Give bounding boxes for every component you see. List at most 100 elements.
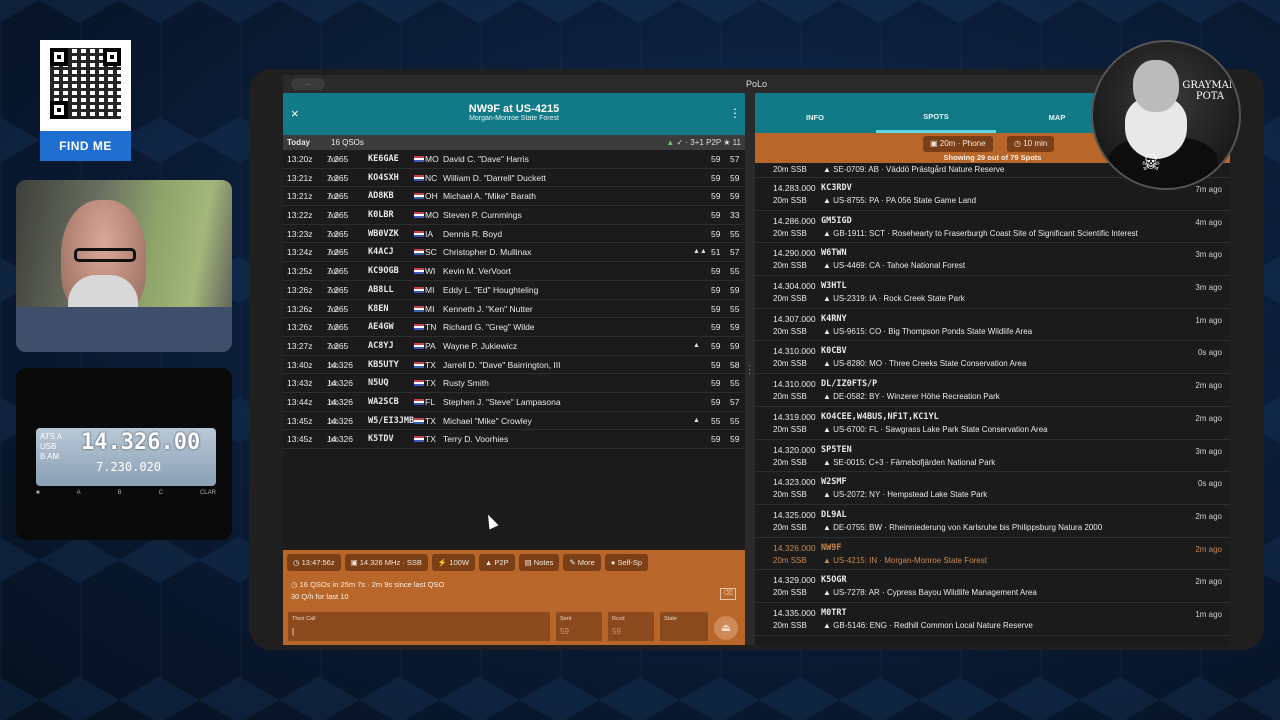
spot-row[interactable]: 14.310.000 DL/IZ0FTS/P 2m ago 20m SSB ▲ DE-0… bbox=[755, 374, 1230, 407]
spot-count: Showing 29 out of 79 Spots bbox=[943, 153, 1042, 162]
qso-row[interactable]: 13:40z 14.326.000 KB5UTY TX Jarrell D. "Dave… bbox=[283, 356, 745, 375]
power-chip[interactable]: ⚡ 100W bbox=[431, 554, 475, 571]
self-spot-chip[interactable]: ● Self-Sp bbox=[604, 554, 649, 571]
tab-spots[interactable]: SPOTS bbox=[876, 93, 996, 133]
their-call-field[interactable]: Their Call | bbox=[288, 612, 550, 641]
sent-rst-field[interactable]: Sent 59 bbox=[556, 612, 602, 641]
qso-row[interactable]: 13:23z 7.265.000 WB0VZK IA Dennis R. Boyd 59 5… bbox=[283, 225, 745, 244]
spot-line2: 20m SSB ▲ US-2319: IA · Rock Creek State … bbox=[773, 294, 965, 303]
qso-rst-sent: 59 bbox=[711, 172, 721, 183]
spot-row[interactable]: 14.335.000 M0TRT 1m ago 20m SSB ▲ GB-5146: E… bbox=[755, 603, 1230, 636]
spot-row[interactable]: 14.320.000 SP5TEN 3m ago 20m SSB ▲ SE-0015: … bbox=[755, 440, 1230, 473]
state-field[interactable]: State bbox=[660, 612, 708, 641]
tab-info[interactable]: INFO bbox=[806, 113, 824, 122]
band-mode-filter[interactable]: ▣ 20m · Phone bbox=[923, 136, 993, 152]
qso-row[interactable]: 13:22z 7.265.000 K0LBR MO Steven P. Cummings… bbox=[283, 206, 745, 225]
spot-row[interactable]: 14.283.000 KC3RDV 7m ago 20m SSB ▲ US-8755: … bbox=[755, 178, 1230, 211]
spot-callsign: SP5TEN bbox=[821, 444, 852, 455]
spot-row[interactable]: 14.307.000 K4RNY 1m ago 20m SSB ▲ US-9615: C… bbox=[755, 309, 1230, 342]
qso-row[interactable]: 13:24z 7.265.000 K4ACJ SC Christopher D. Mul… bbox=[283, 243, 745, 263]
qso-row[interactable]: 13:25z 7.265.000 KC9OGB WI Kevin M. VerVoort… bbox=[283, 262, 745, 281]
spot-row[interactable]: 14.329.000 K5OGR 2m ago 20m SSB ▲ US-7278: A… bbox=[755, 570, 1230, 603]
qso-row[interactable]: 13:45z 14.326.000 K5TDV TX Terry D. Voorhies… bbox=[283, 430, 745, 449]
qso-frequency: 7.265.000 bbox=[327, 228, 349, 239]
spot-row[interactable]: 14.325.000 DL9AL 2m ago 20m SSB ▲ DE-0755: B… bbox=[755, 505, 1230, 538]
close-icon[interactable]: × bbox=[291, 106, 299, 121]
spot-row[interactable]: 14.290.000 W6TWN 3m ago 20m SSB ▲ US-4469: C… bbox=[755, 243, 1230, 277]
qso-row[interactable]: 13:43z 14.326.000 N5UQ TX Rusty Smith 59 55 bbox=[283, 374, 745, 393]
notes-chip[interactable]: ▤ Notes bbox=[518, 554, 560, 571]
more-chip[interactable]: ✎ More bbox=[563, 554, 601, 571]
spot-line1: 14.323.000 W2SMF bbox=[773, 477, 847, 487]
qso-list: 13:20z 7.265.000 KE6GAE MO David C. "Dave" H… bbox=[283, 150, 745, 449]
clock-chip[interactable]: ◷ 13:47:56z bbox=[287, 554, 341, 571]
radio-sub-frequency: 7.230.020 bbox=[96, 460, 162, 474]
spot-row[interactable]: 14.310.000 K0CBV 0s ago 20m SSB ▲ US-8280: M… bbox=[755, 341, 1230, 375]
qso-row[interactable]: 13:20z 7.265.000 KE6GAE MO David C. "Dave" H… bbox=[283, 150, 745, 169]
qso-row[interactable]: 13:27z 7.265.000 AC8YJ PA Wayne P. Jukiewicz… bbox=[283, 337, 745, 356]
qso-frequency: 7.265.000 bbox=[327, 191, 349, 202]
spot-row[interactable]: 14.323.000 W2SMF 0s ago 20m SSB ▲ US-2072: N… bbox=[755, 472, 1230, 505]
qso-row[interactable]: 13:44z 14.326.000 WA2SCB FL Stephen J. "Stev… bbox=[283, 393, 745, 412]
qso-frequency: 14.326.000 bbox=[327, 434, 353, 445]
window-pill[interactable]: ... bbox=[291, 78, 325, 90]
spot-mode: SSB bbox=[790, 392, 807, 402]
qso-rst-rcvd: 55 bbox=[730, 415, 740, 426]
p2p-chip[interactable]: ▲ P2P bbox=[478, 554, 515, 571]
qso-time: 13:20z bbox=[287, 154, 313, 164]
qso-row[interactable]: 13:26z 7.265.000 K8EN MI Kenneth J. "Ken" Nu… bbox=[283, 300, 745, 319]
qso-callsign: K5TDV bbox=[368, 434, 394, 445]
qso-row[interactable]: 13:21z 7.265.000 KO4SXH NC William D. "Darre… bbox=[283, 169, 745, 188]
qso-callsign: K4ACJ bbox=[368, 247, 394, 258]
qr-code-card[interactable]: FIND ME bbox=[40, 40, 131, 161]
clear-icon[interactable]: ⌫ bbox=[720, 588, 736, 600]
age-filter[interactable]: ◷ 10 min bbox=[1007, 136, 1055, 152]
channel-avatar: ☠ GRAYMAN POTA bbox=[1091, 40, 1241, 190]
spot-mode: SSB bbox=[790, 165, 807, 174]
qso-frequency: 7.265.000 bbox=[327, 210, 349, 221]
park-icon: ▲ bbox=[693, 341, 700, 349]
spot-reference: ▲ GB-5146: ENG · Redhill Common Local Na… bbox=[823, 620, 1033, 630]
qso-rst-rcvd: 55 bbox=[730, 303, 740, 314]
frequency-chip[interactable]: ▣ 14.326 MHz · SSB bbox=[344, 554, 428, 571]
qso-row[interactable]: 13:26z 7.265.000 AE4GW TN Richard G. "Greg" … bbox=[283, 318, 745, 337]
spot-row-self[interactable]: 14.326.000 NW9F 2m ago 20m SSB ▲ US-4215: IN… bbox=[755, 538, 1230, 571]
us-flag-icon bbox=[414, 230, 424, 237]
spot-line2: 20m SSB ▲ SE-0709: AB · Väddö Prästgård N… bbox=[773, 165, 1004, 174]
avatar-text: GRAYMAN POTA bbox=[1182, 80, 1238, 102]
spot-line1: 14.310.000 K0CBV bbox=[773, 346, 847, 356]
spot-frequency: 14.325.000 bbox=[773, 509, 816, 520]
radio-buttons: ■ A B C CLAR bbox=[36, 490, 216, 496]
radio-main-frequency: 14.326.00 bbox=[81, 430, 201, 455]
spot-row[interactable]: 14.286.000 GM5IGD 4m ago 20m SSB ▲ GB-1911: … bbox=[755, 211, 1230, 244]
spot-row[interactable]: 14.304.000 W3HTL 3m ago 20m SSB ▲ US-2319: I… bbox=[755, 276, 1230, 309]
qso-callsign: WB0VZK bbox=[368, 228, 399, 239]
qso-row[interactable]: 13:26z 7.265.000 AB8LL MI Eddy L. "Ed" Hough… bbox=[283, 281, 745, 300]
spot-line2: 20m SSB ▲ DE-0755: BW · Rheinniederung vo… bbox=[773, 523, 1102, 532]
qso-rst-sent: 59 bbox=[711, 191, 721, 202]
menu-icon[interactable]: ⋮ bbox=[729, 106, 741, 120]
qso-rst-rcvd: 59 bbox=[730, 340, 740, 351]
spot-row[interactable]: 20m SSB ▲ SE-0709: AB · Väddö Prästgård N… bbox=[755, 163, 1230, 178]
spot-line2: 20m SSB ▲ GB-1911: SCT · Rosehearty to Fr… bbox=[773, 229, 1138, 238]
spot-reference: ▲ US-6700: FL · Sawgrass Lake Park State… bbox=[823, 424, 1048, 434]
qso-state: SC bbox=[425, 247, 437, 258]
qso-row[interactable]: 13:45z 14.326.000 W5/EI3JMB TX Michael "Mike… bbox=[283, 412, 745, 431]
spot-callsign: K0CBV bbox=[821, 346, 847, 357]
drag-handle-icon[interactable]: · · · bbox=[748, 360, 751, 378]
spot-callsign: DL9AL bbox=[821, 509, 847, 520]
qso-name: Christopher D. Mullinax bbox=[443, 247, 532, 258]
qso-row[interactable]: 13:21z 7.265.000 AD8KB OH Michael A. "Mike" … bbox=[283, 187, 745, 207]
spot-row[interactable]: 14.319.000 KO4CEE,W4BUS,NF1T,KC1YL 2m ago 2… bbox=[755, 407, 1230, 440]
qso-time: 13:21z bbox=[287, 191, 313, 202]
qso-rst-sent: 55 bbox=[711, 415, 721, 426]
rcvd-rst-field[interactable]: Rcvd 59 bbox=[608, 612, 654, 641]
spot-line2: 20m SSB ▲ SE-0015: C+3 · Färnebofjärden N… bbox=[773, 458, 995, 467]
qso-state: TX bbox=[425, 378, 436, 389]
submit-icon[interactable]: ⏏ bbox=[714, 616, 738, 640]
tab-map[interactable]: MAP bbox=[1048, 113, 1066, 122]
pane-divider[interactable]: · · · bbox=[745, 93, 755, 645]
spot-line2: 20m SSB ▲ US-4469: CA · Tahoe National Fo… bbox=[773, 261, 965, 270]
qso-name: Wayne P. Jukiewicz bbox=[443, 340, 518, 351]
spot-reference: ▲ US-2319: IA · Rock Creek State Park bbox=[823, 294, 965, 304]
